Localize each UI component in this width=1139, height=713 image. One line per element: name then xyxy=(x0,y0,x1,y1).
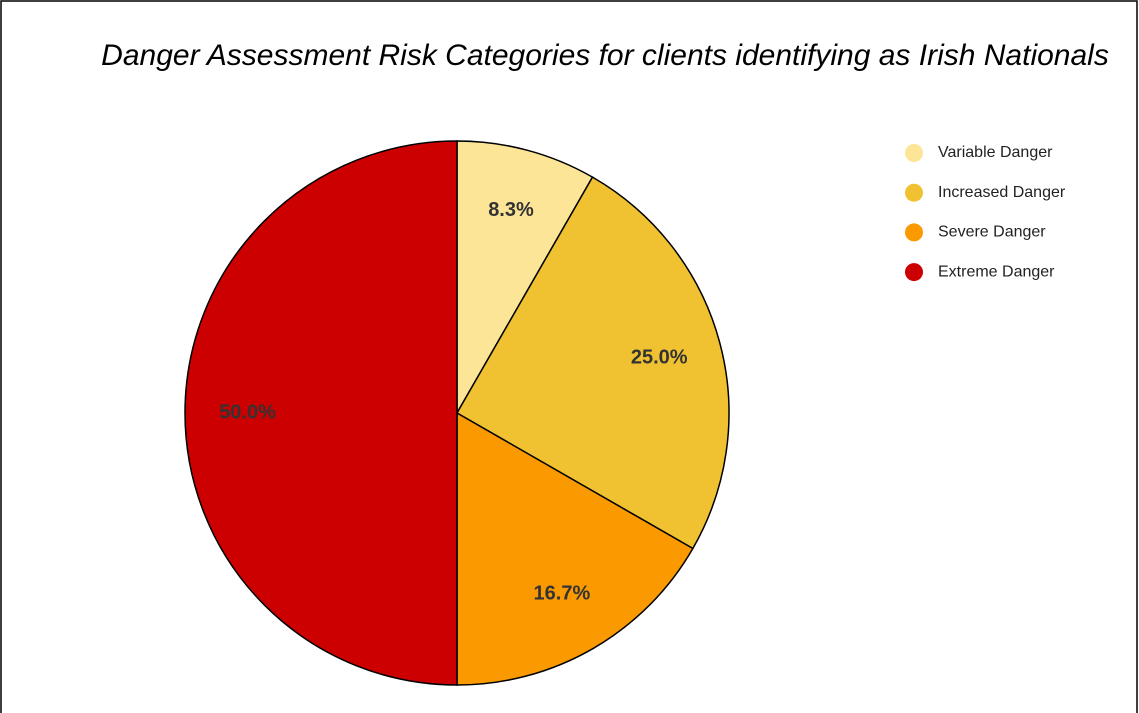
legend-marker xyxy=(905,223,923,242)
pie-slice xyxy=(456,411,694,686)
legend-label: Variable Danger xyxy=(938,144,1053,161)
data-label: 16.7% xyxy=(534,583,591,605)
pie-slice xyxy=(456,140,594,416)
legend-marker xyxy=(905,183,923,202)
legend-marker xyxy=(905,263,923,282)
data-label: 8.3% xyxy=(488,199,534,221)
legend-label: Severe Danger xyxy=(938,224,1046,241)
pie-slice xyxy=(455,176,730,550)
legend-label: Extreme Danger xyxy=(938,263,1055,280)
pie-slice xyxy=(184,140,458,686)
legend-label: Increased Danger xyxy=(938,184,1066,201)
data-label: 25.0% xyxy=(631,347,688,369)
data-label: 50.0% xyxy=(219,401,276,423)
chart-title: Danger Assessment Risk Categories for cl… xyxy=(101,39,1109,72)
legend-marker xyxy=(905,144,923,162)
